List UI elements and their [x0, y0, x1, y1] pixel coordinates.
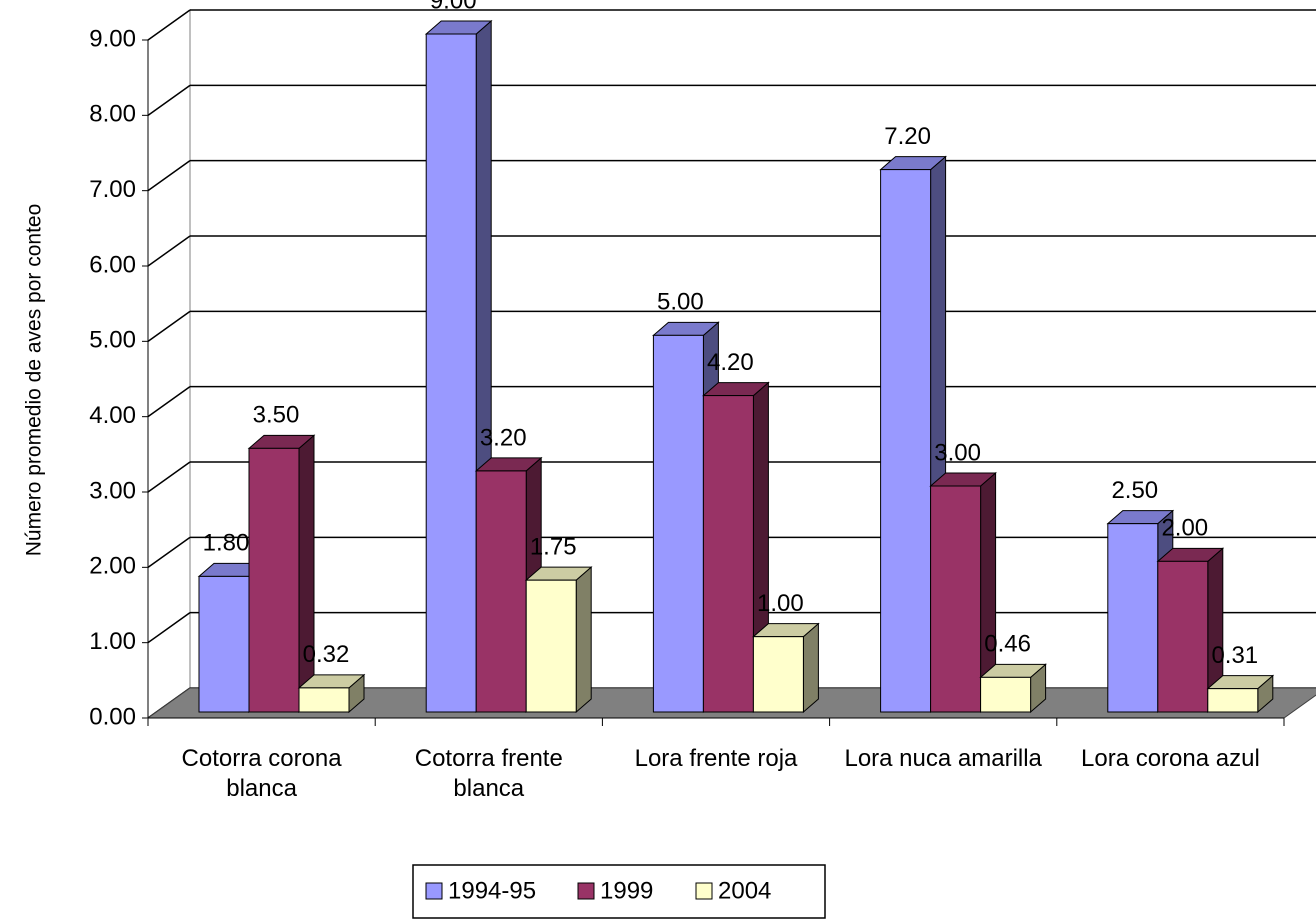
grid-line-side	[147, 461, 191, 493]
bar	[475, 470, 527, 713]
value-label: 7.20	[884, 123, 931, 150]
y-tick-label: 8.00	[89, 101, 136, 128]
legend-label: 2004	[718, 877, 771, 904]
y-tick-label: 3.00	[89, 477, 136, 504]
bar	[1157, 560, 1209, 713]
value-label: 2.00	[1161, 515, 1208, 542]
bar	[980, 676, 1032, 713]
value-label: 3.00	[934, 439, 981, 466]
y-tick-label: 9.00	[89, 25, 136, 52]
bar	[248, 447, 300, 713]
y-tick-label: 4.00	[89, 402, 136, 429]
value-label: 3.20	[480, 424, 527, 451]
y-tick-label: 2.00	[89, 553, 136, 580]
grid-line-side	[147, 84, 191, 116]
bar	[880, 169, 932, 713]
y-tick-label: 6.00	[89, 251, 136, 278]
value-label: 1.00	[757, 590, 804, 617]
bar-side	[298, 434, 315, 714]
legend-label: 1994-95	[448, 877, 536, 904]
x-tick-label: Lora corona azul	[1081, 745, 1260, 772]
bar	[425, 33, 477, 713]
bar	[652, 334, 704, 713]
grid-line-side	[147, 9, 191, 41]
value-label: 0.31	[1211, 642, 1258, 669]
y-tick-label: 5.00	[89, 327, 136, 354]
legend-swatch	[425, 882, 443, 900]
value-label: 1.80	[203, 530, 250, 557]
bar	[702, 395, 754, 713]
value-label: 3.50	[253, 402, 300, 429]
bar	[930, 485, 982, 713]
value-label: 9.00	[430, 0, 477, 14]
x-tick-label: Cotorra frente blanca	[414, 745, 563, 802]
grid-line-side	[147, 386, 191, 418]
bar-side	[575, 566, 592, 714]
y-tick-label: 1.00	[89, 628, 136, 655]
y-axis-label: Número promedio de aves por conteo	[23, 204, 46, 557]
bar	[1107, 523, 1159, 713]
grid-line-side	[147, 310, 191, 342]
value-label: 1.75	[530, 534, 577, 561]
back-wall	[147, 9, 191, 719]
y-tick-label: 0.00	[89, 703, 136, 730]
bar	[525, 579, 577, 713]
grid-line-side	[147, 160, 191, 192]
x-tick-label: Lora nuca amarilla	[844, 745, 1042, 772]
x-tick-label: Lora frente roja	[634, 745, 798, 772]
grid-line-side	[147, 235, 191, 267]
grid-line-side	[147, 536, 191, 568]
legend-box	[412, 864, 826, 919]
bar	[298, 687, 350, 713]
bar-side	[802, 622, 819, 714]
legend-swatch	[577, 882, 595, 900]
value-label: 0.32	[303, 641, 350, 668]
y-tick-label: 7.00	[89, 176, 136, 203]
x-tick-label: Cotorra corona blanca	[181, 745, 342, 802]
legend-swatch	[695, 882, 713, 900]
value-label: 0.46	[984, 631, 1031, 658]
grid-line-side	[147, 612, 191, 644]
value-label: 2.50	[1111, 477, 1158, 504]
bar	[752, 636, 804, 713]
bar	[1207, 688, 1259, 713]
value-label: 5.00	[657, 289, 704, 316]
bar	[198, 575, 250, 713]
legend-label: 1999	[600, 877, 653, 904]
value-label: 4.20	[707, 349, 754, 376]
